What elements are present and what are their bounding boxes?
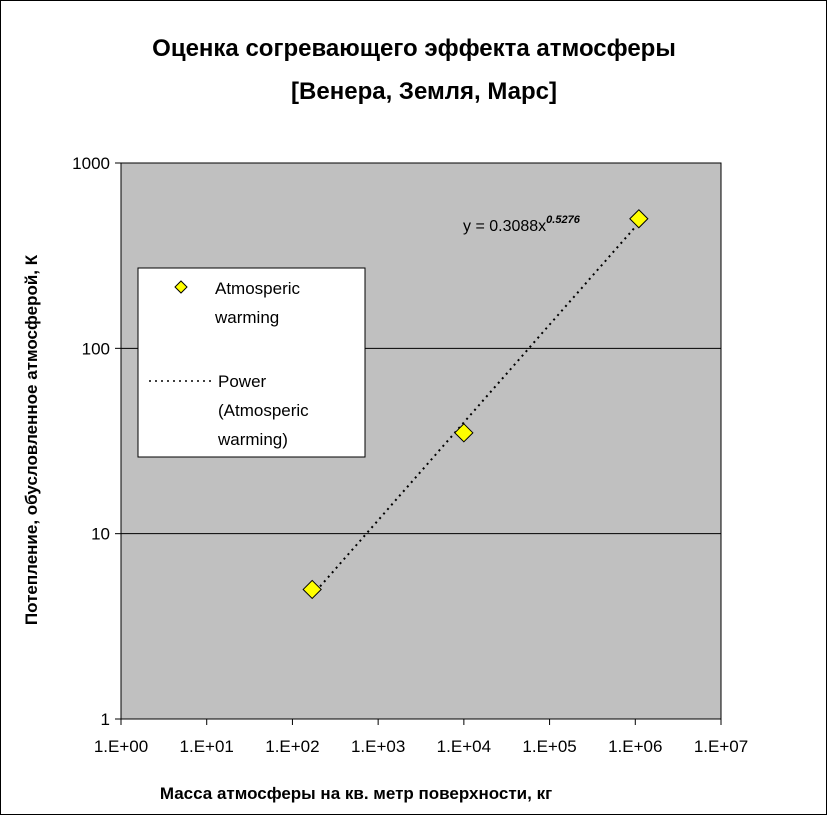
legend-label-series-line-2: warming (214, 308, 279, 327)
y-axis: 1 10 100 1000 (72, 154, 121, 729)
x-tick-label: 1.E+07 (694, 737, 748, 756)
x-axis: 1.E+00 1.E+01 1.E+02 1.E+03 1.E+04 1.E+05 1.E+… (94, 719, 748, 756)
legend-label-trend-line-1: Power (218, 372, 267, 391)
y-tick-label: 1 (101, 710, 110, 729)
data-point-diamond (302, 579, 322, 600)
legend-label-trend-line-3: warming) (217, 430, 288, 449)
chart-title-line-2: [Венера, Земля, Марс] (291, 78, 557, 105)
y-tick-label: 1000 (72, 154, 110, 173)
equation-exponent: 0.5276 (546, 214, 581, 226)
legend: Atmosperic warming Power (Atmosperic war… (137, 267, 366, 458)
x-tick-label: 1.E+04 (437, 737, 491, 756)
y-tick-label: 100 (82, 339, 110, 358)
trendline-equation: y = 0.3088x0.5276 (463, 214, 581, 235)
y-tick-label: 10 (91, 525, 110, 544)
x-tick-label: 1.E+01 (180, 737, 234, 756)
trendline (311, 222, 640, 597)
data-point-diamond (629, 209, 649, 229)
legend-label-series-line-1: Atmosperic (215, 279, 301, 298)
x-tick-label: 1.E+06 (608, 737, 662, 756)
x-tick-label: 1.E+03 (351, 737, 405, 756)
legend-label-trend-line-2: (Atmosperic (218, 401, 309, 420)
equation-prefix: y = 0.3088x (463, 218, 546, 235)
marker-layer (302, 209, 649, 600)
x-tick-label: 1.E+02 (265, 737, 319, 756)
legend-box (137, 267, 366, 458)
y-axis-title: Потепление, обусловленное атмосферой, К (22, 254, 41, 625)
trendline-layer (311, 222, 640, 597)
x-axis-title: Масса атмосферы на кв. метр поверхности,… (160, 784, 552, 803)
x-tick-label: 1.E+05 (522, 737, 576, 756)
data-point-diamond (454, 423, 474, 443)
legend-marker-diamond (174, 280, 188, 294)
chart-title-line-1: Оценка согревающего эффекта атмосферы (152, 35, 676, 62)
x-tick-label: 1.E+00 (94, 737, 148, 756)
